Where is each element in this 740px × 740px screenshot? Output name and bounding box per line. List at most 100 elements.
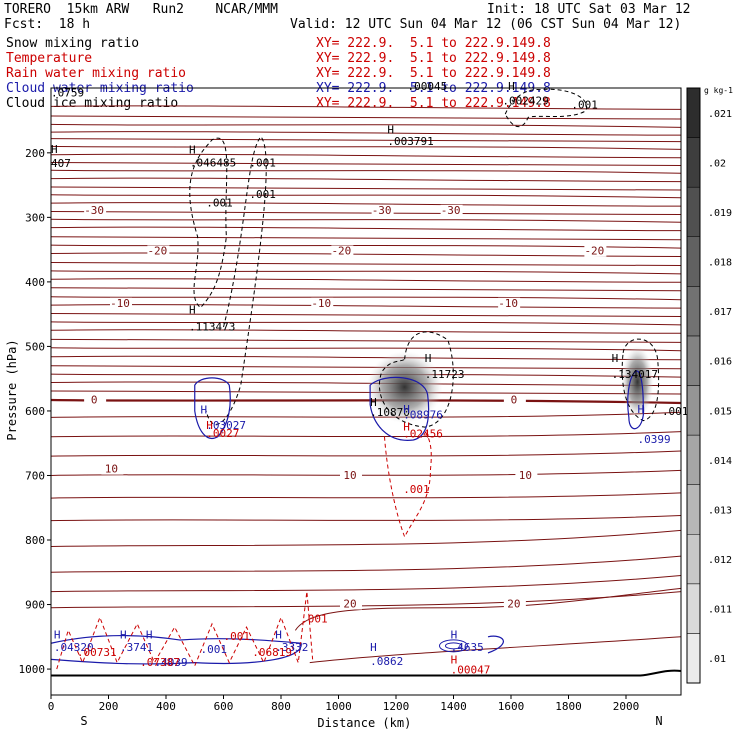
cloud-water-label: .03027 <box>206 419 246 432</box>
colorbar-swatch <box>686 186 701 238</box>
rain-contour <box>56 591 314 670</box>
y-tick-label: 600 <box>25 405 45 418</box>
y-tick-label: 700 <box>25 469 45 482</box>
cloud-ice-contour <box>378 331 454 428</box>
isotherm-line <box>50 338 682 343</box>
mixing-ratio-shading <box>621 345 654 418</box>
y-tick-label: 400 <box>25 276 45 289</box>
contour-value-label: .046485 <box>190 156 236 169</box>
isotherm-line <box>50 162 682 167</box>
cloud-water-label: .4635 <box>451 641 484 654</box>
contour-value-label: .001 <box>206 196 233 209</box>
isotherm-line <box>50 555 682 573</box>
isotherm-line <box>50 169 682 174</box>
rain-label: .001 <box>224 630 251 643</box>
cloud-water-label: .0399 <box>638 433 671 446</box>
cloud-water-label: .4039 <box>155 656 188 669</box>
cloud-water-contour <box>369 376 430 441</box>
colorbar-swatch <box>686 583 701 634</box>
isotherm-label: 20 <box>343 597 356 610</box>
label-bg <box>503 598 526 610</box>
isotherm-line <box>50 469 682 476</box>
endpoint-label-north: N <box>655 714 662 728</box>
cloud-water-contour <box>439 639 468 653</box>
cloud-ice-contour <box>504 88 588 128</box>
legend-xy: XY= 222.9. 5.1 to 222.9.149.8 <box>316 36 551 51</box>
isotherm-line <box>50 287 682 292</box>
legend-label: Cloud ice mixing ratio <box>6 96 179 111</box>
isotherm-line <box>50 514 682 522</box>
legend-xy: XY= 222.9. 5.1 to 222.9.149.8 <box>316 51 551 66</box>
contour-value-label: H <box>387 123 394 136</box>
isotherm-line <box>50 115 682 120</box>
isotherm-line <box>50 123 682 128</box>
cloud-water-label: H <box>146 629 153 642</box>
isotherm-label: -30 <box>441 204 461 217</box>
isotherm-line <box>50 131 682 136</box>
init-time: Init: 18 UTC Sat 03 Mar 12 <box>487 2 691 17</box>
rain-label: H <box>451 653 458 666</box>
colorbar-swatch <box>686 335 701 386</box>
isotherm-line <box>50 226 682 232</box>
isotherm-label: -10 <box>311 297 331 310</box>
forecast-hour: Fcst: 18 h <box>4 17 91 32</box>
colorbar-label: .015 <box>708 406 732 417</box>
terrain-line <box>51 669 682 677</box>
isotherm-line <box>50 211 682 216</box>
cloud-water-label: .04320 <box>54 641 94 654</box>
plot-frame <box>50 87 682 696</box>
contour-value-label: H <box>189 304 196 317</box>
colorbar-label: .01 <box>708 654 726 665</box>
colorbar-swatch <box>686 87 701 138</box>
colorbar-label: .016 <box>708 357 732 368</box>
cloud-water-label: H <box>638 403 645 416</box>
colorbar-swatch <box>686 286 701 337</box>
isotherm-line <box>50 278 682 283</box>
y-axis-title: Pressure (hPa) <box>5 339 19 440</box>
valid-time: Valid: 12 UTC Sun 04 Mar 12 (06 CST Sun … <box>290 17 682 32</box>
cloud-water-label: H <box>275 629 282 642</box>
legend-label: Rain water mixing ratio <box>6 66 187 81</box>
contour-value-label: .113473 <box>189 320 235 333</box>
label-bg <box>311 297 334 309</box>
colorbar-label: .02 <box>708 158 726 169</box>
y-tick-label: 500 <box>25 340 45 353</box>
cloud-ice-contour <box>189 137 228 309</box>
contour-value-label: .0759 <box>51 87 84 100</box>
cloud-water-label: .3332 <box>275 641 308 654</box>
colorbar-swatch <box>686 137 701 188</box>
cloud-water-contour <box>50 634 302 665</box>
x-tick-label: 1600 <box>498 700 525 713</box>
cloud-water-label: .0862 <box>370 655 403 668</box>
label-bg <box>515 470 538 482</box>
contour-value-label: H <box>51 143 58 156</box>
contour-value-label: .001 <box>662 405 689 418</box>
isotherm-line <box>50 313 682 318</box>
colorbar-label: .011 <box>708 605 732 616</box>
legend-xy: XY= 222.9. 5.1 to 222.9.149.8 <box>316 66 551 81</box>
contour-value-label: H <box>612 352 619 365</box>
label-bg <box>84 204 107 216</box>
isotherm-line <box>50 138 682 143</box>
isotherm-label: -20 <box>331 244 351 257</box>
mixing-ratio-shading <box>366 351 443 424</box>
isotherm-line <box>50 329 682 334</box>
isotherm-line <box>50 398 682 405</box>
isotherm-line <box>50 177 682 183</box>
isotherm-line <box>50 355 682 361</box>
x-tick-label: 400 <box>156 700 176 713</box>
label-bg <box>340 598 362 610</box>
cloud-water-label: .001 <box>201 643 228 656</box>
rain-label: H <box>403 420 410 433</box>
model-title: TORERO 15km ARW Run2 NCAR/MMM <box>4 2 278 17</box>
isotherm-line <box>50 304 682 309</box>
isotherm-line <box>50 145 682 150</box>
label-bg <box>110 297 132 309</box>
isotherm-line <box>294 587 682 631</box>
contour-value-label: H <box>508 80 515 93</box>
colorbar-swatch <box>686 534 701 585</box>
cloud-water-label: H <box>201 404 208 417</box>
isotherm-line <box>50 270 682 275</box>
colorbar-frame <box>686 87 701 684</box>
isotherm-label: -30 <box>84 204 104 217</box>
